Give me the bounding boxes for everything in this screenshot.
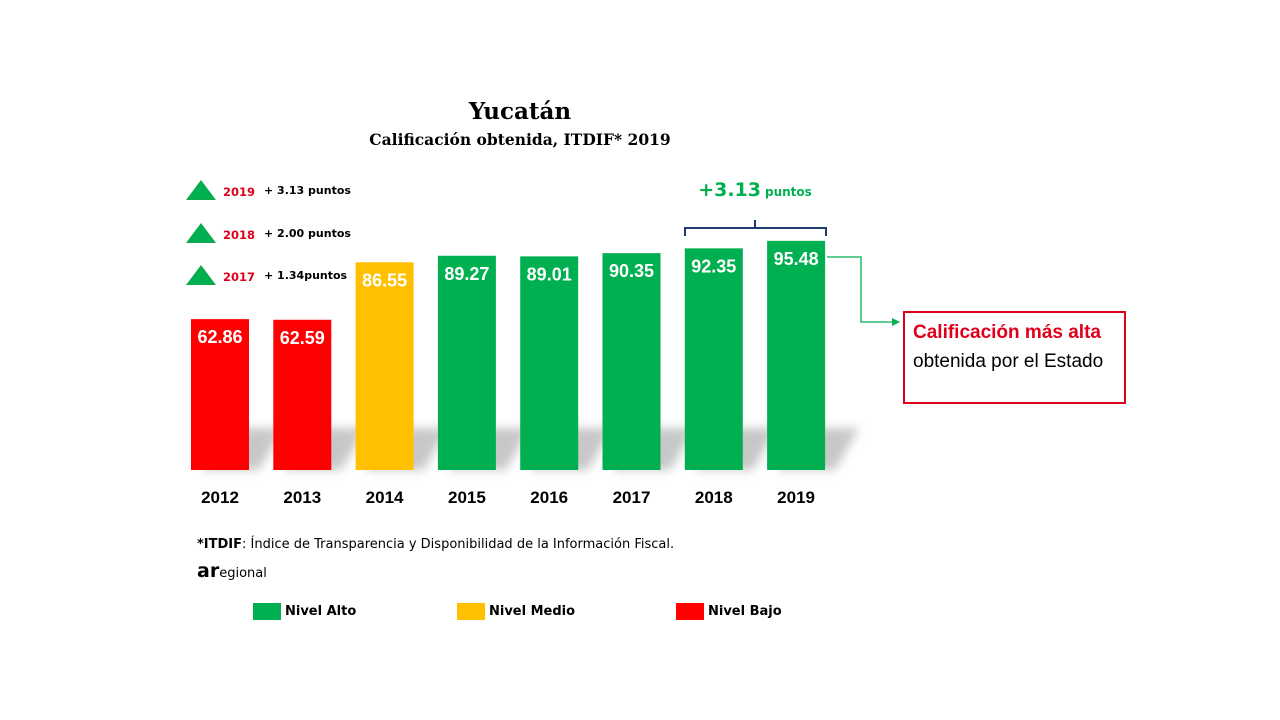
bar-2014 — [355, 262, 414, 470]
delta-value: + 1.34puntos — [264, 268, 348, 282]
source-big: ar — [197, 560, 220, 582]
delta-value: + 2.00 puntos — [264, 226, 351, 240]
footnote-bold: *ITDIF — [197, 537, 243, 552]
footnote: *ITDIF: Índice de Transparencia y Dispon… — [197, 537, 674, 552]
bar-2012 — [191, 319, 249, 470]
delta-value: + 3.13 puntos — [264, 183, 351, 197]
bar-2013 — [273, 319, 332, 470]
triangle-up-icon — [186, 223, 216, 243]
bracket-value: +3.13 — [698, 179, 761, 201]
delta-year: 2018 — [223, 228, 256, 242]
bar-2016 — [520, 256, 579, 470]
category-label: 2013 — [283, 488, 321, 507]
legend-swatch — [457, 603, 485, 620]
bar-value-label: 92.35 — [691, 256, 736, 276]
arrow-head-icon — [892, 318, 900, 326]
category-label: 2014 — [366, 488, 404, 507]
source-small: egional — [219, 566, 267, 581]
delta-year: 2019 — [223, 185, 256, 199]
legend-item-bajo: Nivel Bajo — [676, 603, 782, 620]
legend-item-alto: Nivel Alto — [253, 603, 356, 620]
bar-value-label: 90.35 — [609, 261, 654, 281]
delta-row-2019: 2019 + 3.13 puntos — [186, 178, 351, 202]
bar-2015 — [437, 255, 496, 470]
triangle-up-icon — [186, 180, 216, 200]
delta-row-2018: 2018 + 2.00 puntos — [186, 221, 351, 245]
callout-box: Calificación más alta obtenida por el Es… — [903, 311, 1126, 404]
category-label: 2018 — [695, 488, 733, 507]
legend-swatch — [253, 603, 281, 620]
legend-item-medio: Nivel Medio — [457, 603, 575, 620]
callout-connector — [827, 256, 892, 323]
triangle-up-icon — [186, 265, 216, 285]
bar-2018 — [684, 248, 743, 470]
bar-value-label: 62.86 — [197, 327, 242, 347]
legend-label: Nivel Alto — [285, 604, 357, 619]
callout-bold: Calificación más alta — [913, 322, 1101, 343]
category-label: 2017 — [613, 488, 651, 507]
bar-value-label: 62.59 — [280, 328, 325, 348]
delta-year: 2017 — [223, 270, 256, 284]
bar-value-label: 95.48 — [774, 249, 819, 269]
bar-value-label: 86.55 — [362, 270, 407, 290]
callout-rest: obtenida por el Estado — [913, 351, 1104, 372]
chart-subtitle: Calificación obtenida, ITDIF* 2019 — [369, 130, 671, 149]
bar-value-label: 89.01 — [527, 264, 572, 284]
category-label: 2019 — [777, 488, 815, 507]
bar-2019 — [767, 240, 826, 470]
bar-value-label: 89.27 — [444, 264, 489, 284]
bracket-unit: puntos — [765, 185, 812, 199]
bracket-label: +3.13 puntos — [690, 179, 820, 201]
source-logo: aregional — [197, 560, 267, 582]
legend-swatch — [676, 603, 704, 620]
chart-title: Yucatán — [468, 98, 572, 125]
category-label: 2012 — [201, 488, 239, 507]
bar-2017 — [602, 253, 661, 470]
legend-label: Nivel Bajo — [708, 604, 782, 619]
category-label: 2016 — [530, 488, 568, 507]
delta-row-2017: 2017 + 1.34puntos — [186, 263, 347, 287]
footnote-text: : Índice de Transparencia y Disponibilid… — [242, 537, 675, 552]
legend-label: Nivel Medio — [489, 604, 576, 619]
category-label: 2015 — [448, 488, 486, 507]
bracket — [684, 220, 827, 236]
